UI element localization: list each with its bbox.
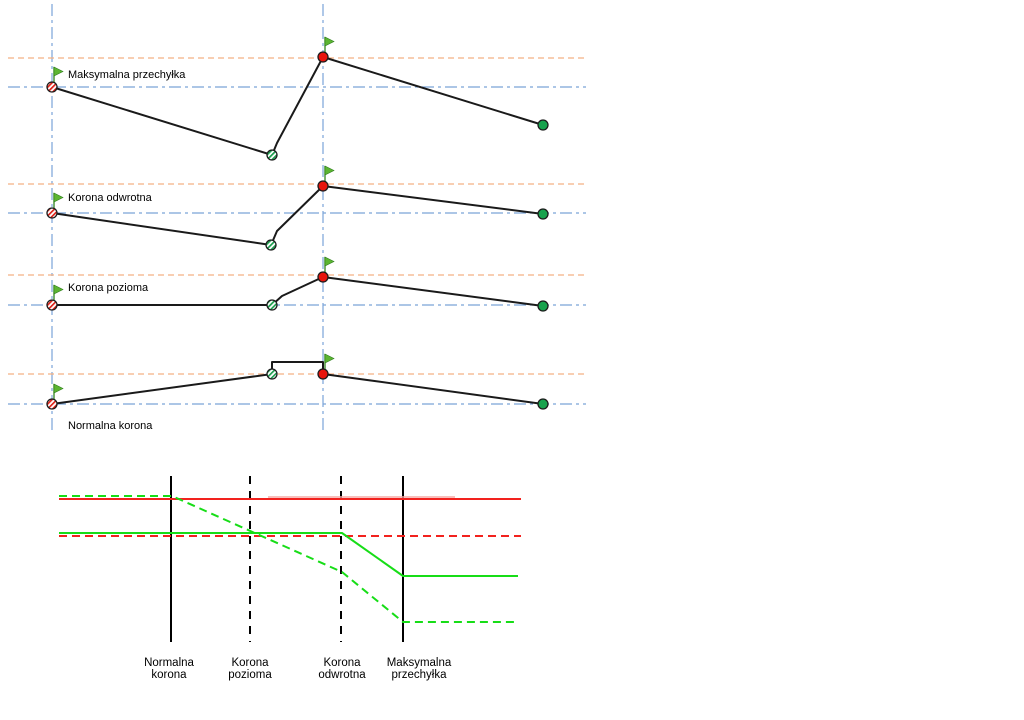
cross-section-profile: [51, 56, 544, 156]
flag-pennant: [53, 192, 64, 203]
flag-pennant: [324, 36, 335, 47]
mid-marker-green-hatched[interactable]: [266, 368, 278, 380]
mid-marker-green-hatched[interactable]: [265, 239, 277, 251]
station-label-maksymalna-przechylka-line1: Maksymalna: [387, 657, 452, 669]
series-right-edge-shoulder: [59, 495, 518, 623]
end-marker-green[interactable]: [537, 300, 549, 312]
station-label-korona-odwrotna-line2: odwrotna: [318, 669, 366, 681]
panel-label-korona-pozioma: Korona pozioma: [68, 282, 149, 294]
flag-pennant: [53, 383, 64, 394]
station-label-korona-pozioma-line2: pozioma: [228, 669, 272, 681]
mid-marker-green-hatched[interactable]: [266, 299, 278, 311]
flag-pennant: [53, 284, 64, 295]
flag-pennant: [53, 66, 64, 77]
crown-marker-red[interactable]: [317, 180, 329, 192]
flag-pennant: [324, 256, 335, 267]
begin-marker-red-hatched[interactable]: [46, 299, 58, 311]
cross-section-profile: [51, 361, 544, 405]
mid-marker-green-hatched[interactable]: [266, 149, 278, 161]
flag-pennant: [324, 353, 335, 364]
station-label-normalna-korona-line1: Normalna: [144, 657, 194, 669]
crown-marker-red[interactable]: [317, 368, 329, 380]
begin-marker-red-hatched[interactable]: [46, 207, 58, 219]
panel-label-normalna-korona: Normalna korona: [68, 420, 153, 432]
cross-section-profile: [51, 185, 544, 246]
cross-section-profile: [52, 276, 544, 307]
end-marker-green[interactable]: [537, 208, 549, 220]
panel-label-maksymalna-przechylka: Maksymalna przechyłka: [68, 69, 186, 81]
end-marker-green[interactable]: [537, 119, 549, 131]
station-label-normalna-korona-line2: korona: [151, 669, 187, 681]
panel-labels: Maksymalna przechyłka Korona odwrotna Ko…: [68, 69, 186, 432]
end-marker-green[interactable]: [537, 398, 549, 410]
superelevation-transition-chart: [59, 476, 521, 642]
crown-marker-red[interactable]: [317, 271, 329, 283]
crown-marker-red[interactable]: [317, 51, 329, 63]
series-right-edge-lane: [59, 532, 518, 577]
begin-marker-red-hatched[interactable]: [46, 81, 58, 93]
station-label-korona-pozioma-line1: Korona: [231, 657, 269, 669]
station-label-maksymalna-przechylka-line2: przechyłka: [392, 669, 448, 681]
panel-label-korona-odwrotna: Korona odwrotna: [68, 192, 153, 204]
begin-marker-red-hatched[interactable]: [46, 398, 58, 410]
flag-pennant: [324, 165, 335, 176]
station-labels: Normalna korona Korona pozioma Korona od…: [144, 657, 452, 681]
cross-section-panels: [8, 36, 586, 410]
station-label-korona-odwrotna-line1: Korona: [323, 657, 361, 669]
